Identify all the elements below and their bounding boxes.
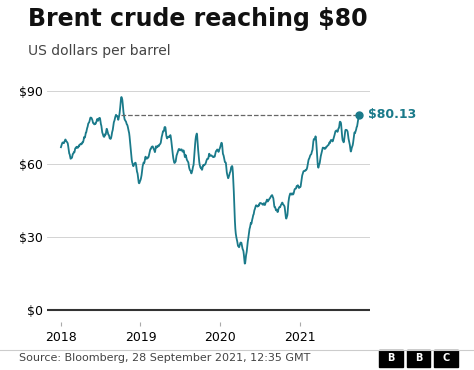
Text: $80.13: $80.13 xyxy=(367,108,416,121)
Point xyxy=(356,112,363,118)
Text: Brent crude reaching $80: Brent crude reaching $80 xyxy=(28,7,368,31)
Text: B: B xyxy=(387,353,395,363)
Bar xyxy=(434,350,458,367)
Bar xyxy=(407,350,430,367)
Bar xyxy=(379,350,403,367)
Text: US dollars per barrel: US dollars per barrel xyxy=(28,44,171,58)
Text: B: B xyxy=(415,353,422,363)
Text: C: C xyxy=(442,353,449,363)
Text: Source: Bloomberg, 28 September 2021, 12:35 GMT: Source: Bloomberg, 28 September 2021, 12… xyxy=(19,353,310,363)
